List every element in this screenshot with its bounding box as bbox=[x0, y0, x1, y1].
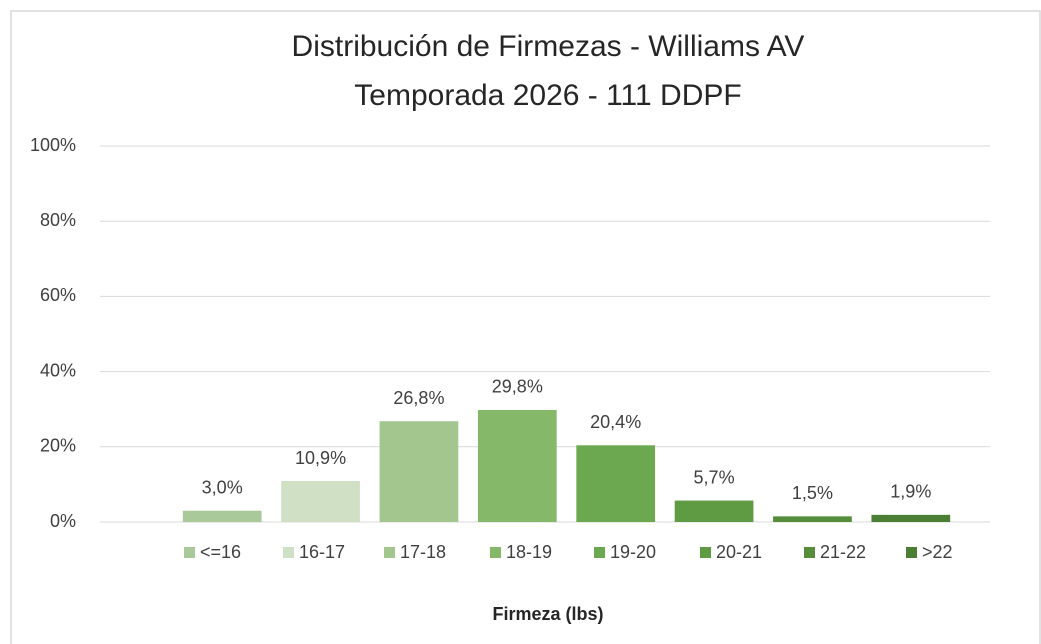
value-label: 26,8% bbox=[393, 388, 444, 408]
legend-label: 21-22 bbox=[820, 542, 866, 562]
chart-title: Distribución de Firmezas - Williams AV bbox=[292, 30, 805, 63]
bar bbox=[674, 500, 754, 522]
bar bbox=[182, 510, 262, 522]
value-label: 3,0% bbox=[202, 477, 243, 497]
value-label: 1,5% bbox=[792, 483, 833, 503]
legend-swatch bbox=[283, 547, 294, 558]
x-axis-title: Firmeza (lbs) bbox=[492, 604, 603, 624]
value-label: 20,4% bbox=[590, 412, 641, 432]
legend-label: 17-18 bbox=[400, 542, 446, 562]
legend-swatch bbox=[490, 547, 501, 558]
y-tick-label: 100% bbox=[30, 135, 76, 155]
y-tick-label: 60% bbox=[40, 285, 76, 305]
value-label: 1,9% bbox=[890, 482, 931, 502]
legend-label: 19-20 bbox=[610, 542, 656, 562]
legend-label: 18-19 bbox=[506, 542, 552, 562]
legend-swatch bbox=[594, 547, 605, 558]
y-tick-label: 0% bbox=[50, 511, 76, 531]
legend-label: 20-21 bbox=[716, 542, 762, 562]
bar bbox=[477, 409, 557, 522]
legend-swatch bbox=[906, 547, 917, 558]
legend-swatch bbox=[384, 547, 395, 558]
y-tick-label: 80% bbox=[40, 210, 76, 230]
y-tick-label: 40% bbox=[40, 360, 76, 380]
chart-subtitle: Temporada 2026 - 111 DDPF bbox=[354, 79, 741, 112]
legend-label: 16-17 bbox=[299, 542, 345, 562]
value-label: 5,7% bbox=[694, 467, 735, 487]
legend-swatch bbox=[804, 547, 815, 558]
value-label: 10,9% bbox=[295, 448, 346, 468]
legend-label: <=16 bbox=[200, 542, 241, 562]
y-tick-label: 20% bbox=[40, 436, 76, 456]
bar bbox=[773, 516, 852, 522]
bar bbox=[871, 514, 951, 522]
legend-swatch bbox=[184, 547, 195, 558]
bar bbox=[281, 481, 360, 522]
bar bbox=[576, 445, 656, 522]
chart-frame bbox=[10, 10, 1041, 644]
legend-label: >22 bbox=[922, 542, 953, 562]
value-label: 29,8% bbox=[492, 377, 543, 397]
legend-swatch bbox=[700, 547, 711, 558]
bar bbox=[379, 421, 459, 522]
